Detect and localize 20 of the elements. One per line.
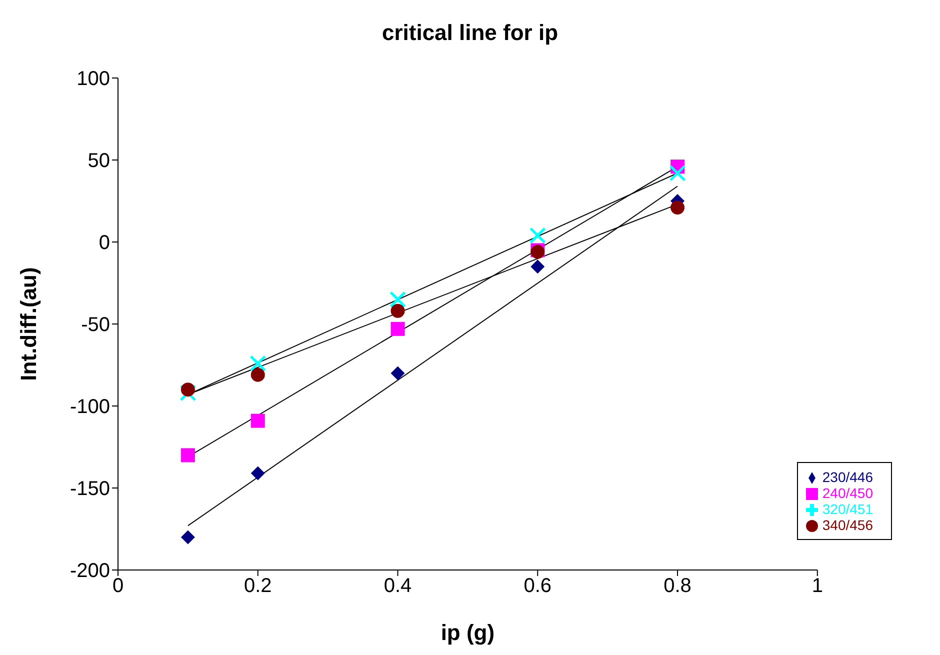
y-tick-label: -150: [70, 478, 110, 500]
y-tick-label: -50: [81, 314, 110, 336]
chart-title: critical line for ip: [380, 19, 560, 47]
legend-label: 340/456: [822, 517, 873, 533]
x-tick-label: 0.2: [244, 575, 272, 598]
y-tick-label: -200: [70, 560, 110, 582]
x-tick-label: 0.8: [664, 575, 692, 598]
y-tick-label: 100: [76, 68, 110, 90]
y-tick-label: 0: [98, 232, 110, 254]
x-tick-label: 0.6: [524, 575, 552, 598]
x-tick-label: 1: [812, 575, 823, 598]
x-tick-label: 0.4: [384, 575, 412, 598]
y-tick-label: -100: [70, 396, 110, 418]
x-axis-title: ip (g): [440, 620, 495, 645]
legend-label: 320/451: [822, 501, 873, 517]
y-tick-label: 50: [88, 150, 110, 172]
legend-label: 230/446: [822, 469, 873, 485]
y-axis-title: Int.diff.(au): [16, 267, 41, 381]
legend-label: 240/450: [822, 485, 873, 501]
x-tick-label: 0: [112, 575, 124, 598]
